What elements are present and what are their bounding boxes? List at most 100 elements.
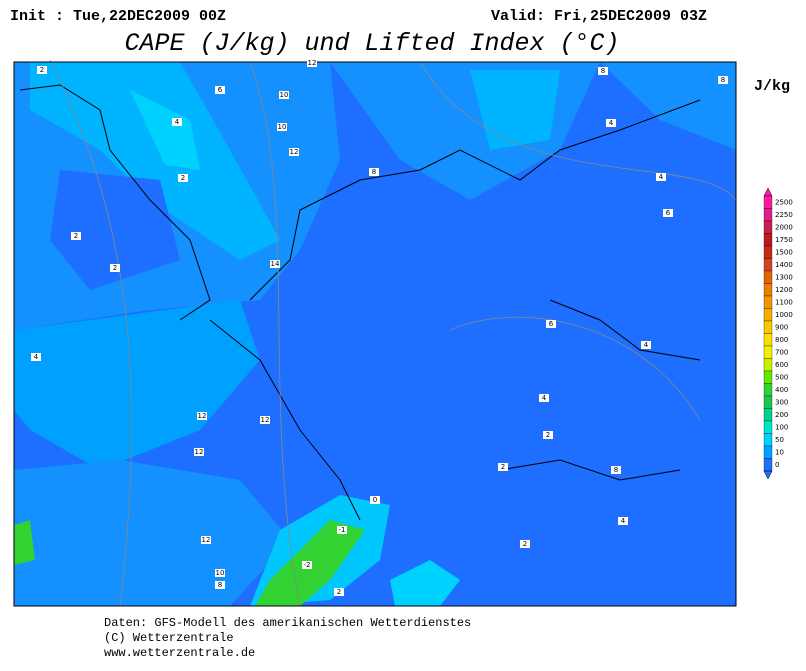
contour-label-box xyxy=(37,66,47,74)
valid-time: Valid: Fri,25DEC2009 03Z xyxy=(491,8,707,25)
contour-label: 2 xyxy=(501,463,505,471)
contour-label: 14 xyxy=(271,260,280,268)
contour-label-box xyxy=(194,448,204,456)
colorbar-label: 1000 xyxy=(775,311,793,319)
colorbar-swatch xyxy=(763,395,773,409)
contour-label-box xyxy=(215,569,225,577)
colorbar-label: 1300 xyxy=(775,273,793,281)
contour-label: 12 xyxy=(308,59,317,67)
contour-label-box xyxy=(611,466,621,474)
colorbar-swatch xyxy=(763,445,773,459)
colorbar-swatch xyxy=(763,295,773,309)
colorbar-label: 2000 xyxy=(775,223,793,231)
contour-label-box xyxy=(215,86,225,94)
unit: J/kg xyxy=(754,78,790,95)
contour-label: 8 xyxy=(372,168,376,176)
contour-label: 8 xyxy=(601,67,605,75)
colorbar-swatch xyxy=(763,408,773,422)
map-title: CAPE (J/kg) und Lifted Index (°C) xyxy=(124,29,619,58)
area-baltic xyxy=(470,70,560,150)
contour-label: 2 xyxy=(337,588,341,596)
area-green2 xyxy=(14,520,35,565)
colorbar-label: 1750 xyxy=(775,236,793,244)
colorbar-label: 500 xyxy=(775,373,788,381)
colorbar-swatch xyxy=(763,308,773,322)
contour-label: -1 xyxy=(339,526,346,534)
contour-label-box xyxy=(279,91,289,99)
contour-label-box xyxy=(71,232,81,240)
colorbar-swatch xyxy=(763,358,773,372)
contour-label-box xyxy=(31,353,41,361)
contour-label: 4 xyxy=(175,118,180,126)
contour-label-box xyxy=(270,260,280,268)
contour-label: 4 xyxy=(659,173,664,181)
contours xyxy=(49,59,737,607)
colorbar-cap-top xyxy=(763,187,773,197)
init-time: Init : Tue,22DEC2009 00Z xyxy=(10,8,226,25)
colorbar-label: 800 xyxy=(775,336,788,344)
contour-label-box xyxy=(641,341,651,349)
colorbar-swatch xyxy=(763,458,773,472)
colorbar-swatch xyxy=(763,383,773,397)
footer-url: www.wetterzentrale.de xyxy=(104,646,255,660)
contour-label-box xyxy=(718,76,728,84)
contour-label-box xyxy=(201,536,211,544)
colorbar-label: 200 xyxy=(775,411,788,419)
contour-label-box xyxy=(498,463,508,471)
contour-label: -2 xyxy=(304,561,311,569)
area-cyan3 xyxy=(390,560,460,606)
area-cyan xyxy=(30,62,280,260)
contour-label-box xyxy=(539,394,549,402)
colorbar-swatch xyxy=(763,283,773,297)
colorbar-swatch xyxy=(763,270,773,284)
contour-label-box xyxy=(598,67,608,75)
contour-label: 2 xyxy=(181,174,185,182)
contour-label: 12 xyxy=(290,148,299,156)
colorbar-swatch xyxy=(763,245,773,259)
area-ne xyxy=(600,62,736,150)
contour-label-box xyxy=(215,581,225,589)
colorbar: 2500225020001750150014001300120011001000… xyxy=(763,187,793,480)
contour-label-box xyxy=(110,264,120,272)
footer-copyright: (C) Wetterzentrale xyxy=(104,631,234,645)
colorbar-label: 1200 xyxy=(775,286,793,294)
contour-label-box xyxy=(260,416,270,424)
contour-label: 4 xyxy=(609,119,614,127)
contour-label-box xyxy=(337,526,347,534)
colorbar-label: 2250 xyxy=(775,211,793,219)
contour-label: 2 xyxy=(546,431,550,439)
contour-label: 6 xyxy=(549,320,554,328)
contour-label: 4 xyxy=(542,394,547,402)
contour-label: 2 xyxy=(74,232,78,240)
contour-label-box xyxy=(663,209,673,217)
colorbar-label: 0 xyxy=(775,461,779,469)
area-cyan2 xyxy=(130,90,200,170)
contour-label: 10 xyxy=(278,123,287,131)
contour-label-box xyxy=(178,174,188,182)
colorbar-label: 600 xyxy=(775,361,788,369)
colorbar-swatch xyxy=(763,195,773,209)
contour-label-box xyxy=(289,148,299,156)
colorbar-swatch xyxy=(763,433,773,447)
colorbar-swatch xyxy=(763,233,773,247)
contour-label-box xyxy=(370,496,380,504)
footer-source: Daten: GFS-Modell des amerikanischen Wet… xyxy=(104,616,471,630)
contour-label: 12 xyxy=(195,448,204,456)
area-blue xyxy=(50,170,180,290)
contour-label: 6 xyxy=(218,86,223,94)
contour-label: 2 xyxy=(113,264,117,272)
contour-label: 2 xyxy=(40,66,44,74)
contour-label-box xyxy=(369,168,379,176)
colorbar-swatch xyxy=(763,208,773,222)
coastlines xyxy=(19,84,701,521)
contour-label-box xyxy=(302,561,312,569)
contour-label-box xyxy=(543,431,553,439)
map xyxy=(13,59,737,607)
contour-label: 12 xyxy=(198,412,207,420)
colorbar-swatch xyxy=(763,370,773,384)
contour-label-box xyxy=(606,119,616,127)
contour-label: 4 xyxy=(621,517,626,525)
contour-label: 10 xyxy=(216,569,225,577)
contour-label: 8 xyxy=(218,581,222,589)
colorbar-swatch xyxy=(763,333,773,347)
